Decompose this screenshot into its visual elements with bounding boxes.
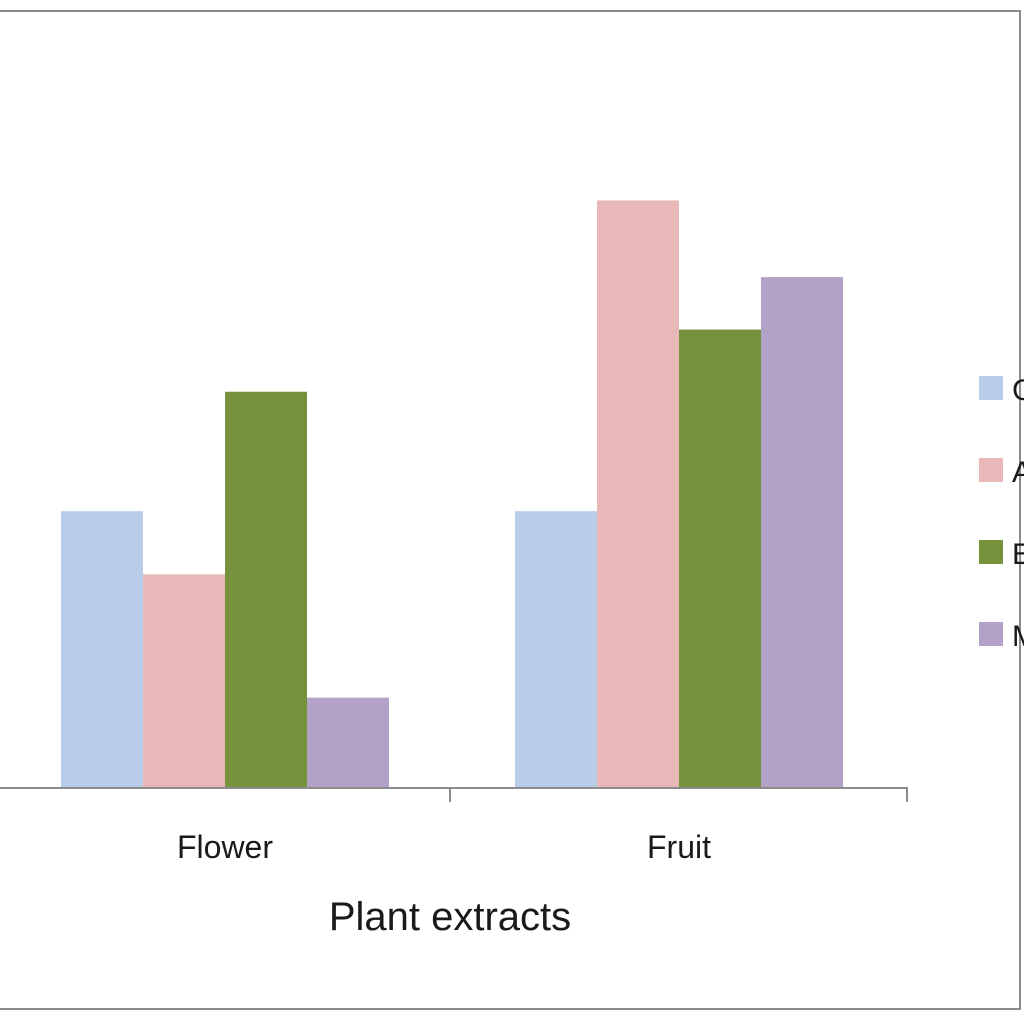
bar-fruit-m	[761, 277, 843, 788]
legend-swatch-e	[979, 540, 1003, 564]
bar-fruit-a	[597, 200, 679, 789]
bar-flower-a	[143, 574, 225, 788]
chart-border	[0, 10, 1021, 1010]
bars-layer	[61, 200, 843, 789]
legend-swatch-m	[979, 622, 1003, 646]
bar-flower-c	[61, 511, 143, 788]
x-tick-label-flower: Flower	[177, 829, 273, 865]
bar-flower-e	[225, 391, 307, 788]
legend-label-m: M	[1012, 620, 1024, 653]
legend-swatch-c	[979, 376, 1003, 400]
legend-label-c: C	[1012, 374, 1024, 407]
x-tick-label-fruit: Fruit	[647, 829, 711, 865]
bar-fruit-c	[515, 511, 597, 788]
legend-label-a: A	[1012, 456, 1024, 489]
legend-label-e: E	[1012, 538, 1024, 571]
bar-fruit-e	[679, 329, 761, 788]
x-axis-title: Plant extracts	[329, 895, 571, 939]
bar-flower-m	[307, 697, 389, 788]
legend: C A E M	[979, 374, 1024, 653]
legend-swatch-a	[979, 458, 1003, 482]
x-axis-ticks	[449, 788, 908, 802]
x-axis-tick-labels: Flower Fruit	[177, 829, 711, 865]
